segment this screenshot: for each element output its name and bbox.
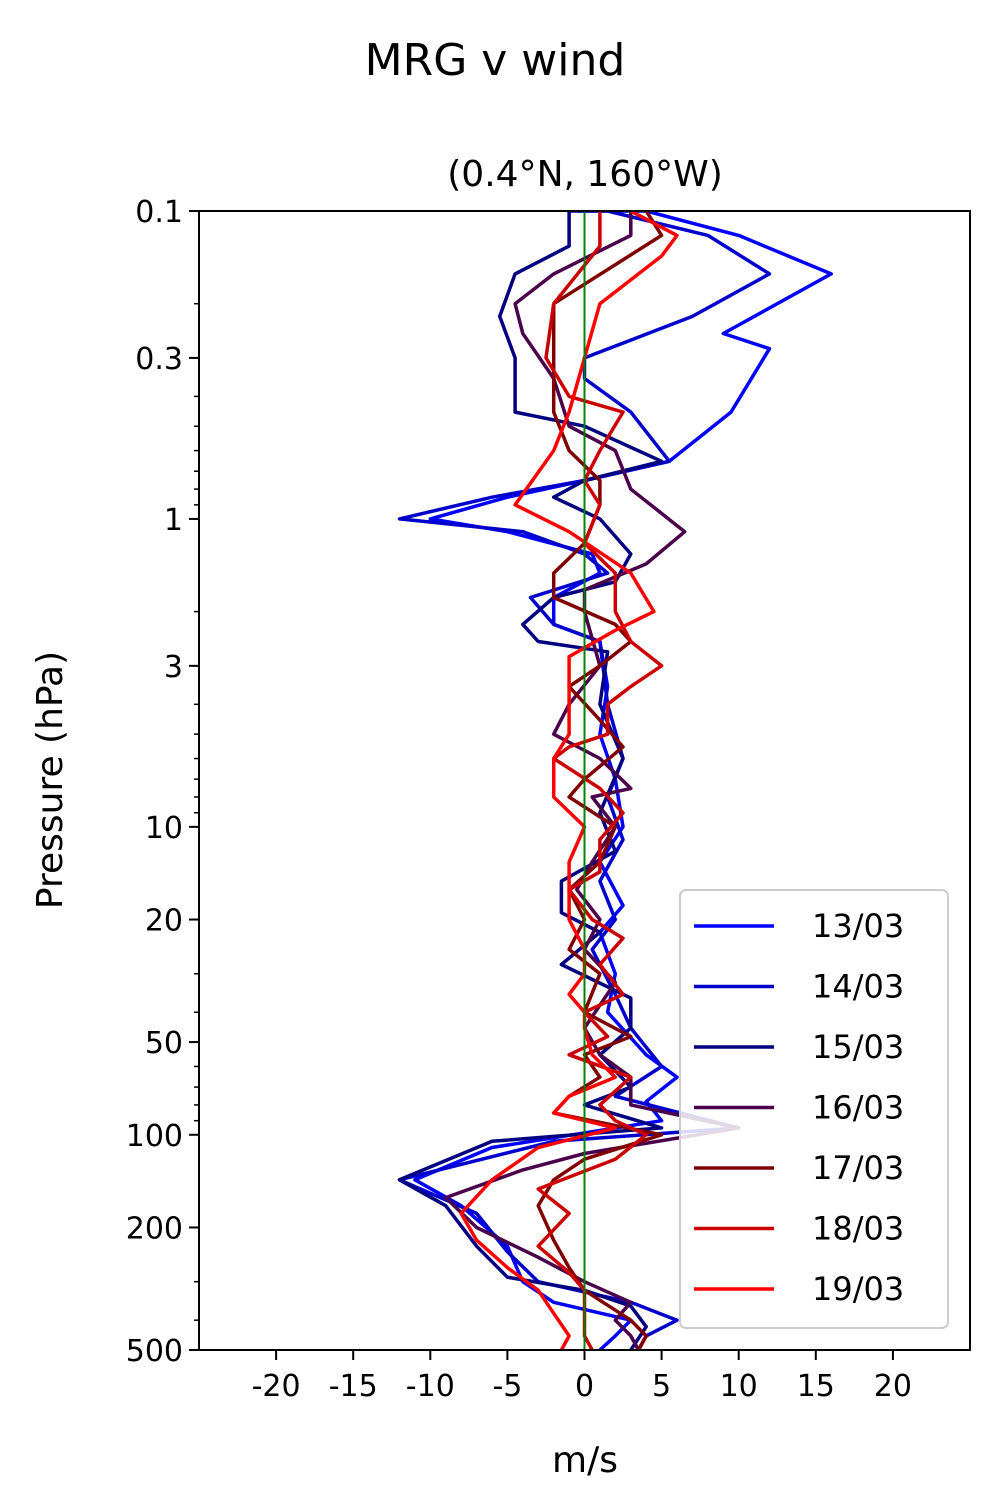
x-tick-label: 5 bbox=[652, 1369, 671, 1404]
legend-label: 16/03 bbox=[812, 1089, 904, 1127]
x-tick-label: -10 bbox=[406, 1369, 455, 1404]
x-tick-label: 15 bbox=[797, 1369, 835, 1404]
y-tick-label: 3 bbox=[164, 650, 183, 685]
y-tick-label: 1 bbox=[164, 503, 183, 538]
chart-suptitle: MRG v wind bbox=[365, 35, 626, 86]
y-tick-label: 50 bbox=[145, 1026, 183, 1061]
series-line bbox=[536, 211, 664, 1350]
y-tick-label: 100 bbox=[126, 1119, 183, 1154]
y-tick-label: 500 bbox=[126, 1334, 183, 1369]
x-tick-label: 20 bbox=[874, 1369, 912, 1404]
x-tick-label: 10 bbox=[720, 1369, 758, 1404]
legend-label: 19/03 bbox=[812, 1270, 904, 1308]
y-tick-label: 0.3 bbox=[135, 342, 183, 377]
y-tick-label: 0.1 bbox=[135, 195, 183, 230]
legend-label: 18/03 bbox=[812, 1210, 904, 1248]
chart-title: (0.4°N, 160°W) bbox=[447, 154, 722, 195]
legend-label: 14/03 bbox=[812, 968, 904, 1006]
x-tick-label: 0 bbox=[575, 1369, 594, 1404]
x-tick-label: -20 bbox=[252, 1369, 301, 1404]
y-tick-label: 10 bbox=[145, 811, 183, 846]
axis-ticks: -20 -15 -10 -5 0 5 10 15 20 0.1 0.3 1 3 10 20 50 100 200 5… bbox=[126, 195, 912, 1404]
x-axis-label: m/s bbox=[552, 1440, 618, 1481]
legend-box bbox=[679, 889, 949, 1329]
plot-frame bbox=[198, 210, 971, 1351]
series-line bbox=[459, 211, 679, 1350]
y-tick-label: 20 bbox=[145, 904, 183, 939]
y-tick-label: 200 bbox=[126, 1211, 183, 1246]
legend: 13/03 14/03 15/03 16/03 17/03 18/03 19/03 bbox=[679, 889, 949, 1329]
legend-label: 17/03 bbox=[812, 1149, 904, 1187]
series-line bbox=[536, 211, 664, 1350]
x-tick-label: -15 bbox=[329, 1369, 378, 1404]
legend-label: 15/03 bbox=[812, 1028, 904, 1066]
y-axis-label: Pressure (hPa) bbox=[30, 651, 71, 909]
legend-label: 13/03 bbox=[812, 907, 904, 945]
series-group bbox=[397, 211, 833, 1350]
x-tick-label: -5 bbox=[492, 1369, 522, 1404]
